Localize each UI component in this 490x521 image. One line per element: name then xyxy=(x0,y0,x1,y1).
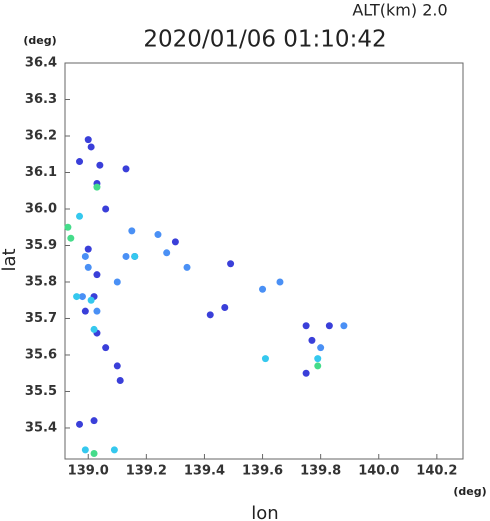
echo-point xyxy=(221,304,229,312)
plot-frame xyxy=(64,62,464,460)
echo-point xyxy=(84,245,92,253)
chart-title: 2020/01/06 01:10:42 xyxy=(143,27,386,53)
y-tick-label: 35.4 xyxy=(25,420,57,435)
y-tick-label: 36.3 xyxy=(25,92,57,107)
echo-point xyxy=(78,293,86,301)
echo-point xyxy=(227,260,235,268)
echo-point xyxy=(122,165,130,173)
y-tick-label: 36.2 xyxy=(25,128,57,143)
echo-point xyxy=(90,450,98,458)
x-tick-label: 139.0 xyxy=(68,464,109,479)
echo-point xyxy=(90,417,98,425)
echo-point xyxy=(171,238,179,246)
altitude-label: ALT(km) 2.0 xyxy=(352,1,447,20)
echo-point xyxy=(84,136,92,144)
x-unit: (deg) xyxy=(453,485,486,498)
echo-point xyxy=(340,322,348,330)
echo-point xyxy=(93,307,101,315)
y-tick-label: 36.1 xyxy=(25,165,57,180)
echo-point xyxy=(76,212,84,220)
echo-point xyxy=(87,143,95,151)
x-tick-label: 139.2 xyxy=(126,464,167,479)
echo-point xyxy=(302,369,310,377)
echo-point xyxy=(325,322,333,330)
echo-point xyxy=(64,223,72,231)
echo-point xyxy=(96,161,104,169)
x-axis-label: lon xyxy=(251,503,278,521)
echo-point xyxy=(314,362,322,370)
echo-point xyxy=(81,252,89,260)
echo-point xyxy=(259,285,267,293)
echo-point xyxy=(73,293,81,301)
echo-point xyxy=(122,252,130,260)
echo-point xyxy=(308,336,316,344)
echo-point xyxy=(314,355,322,363)
echo-point xyxy=(131,252,139,260)
echo-point xyxy=(93,183,101,191)
echo-point xyxy=(116,377,124,385)
y-tick-label: 35.6 xyxy=(25,347,57,362)
echo-point xyxy=(90,325,98,333)
echo-point xyxy=(87,296,95,304)
y-tick-label: 35.8 xyxy=(25,274,57,289)
x-tick-label: 140.0 xyxy=(358,464,399,479)
y-tick-label: 35.9 xyxy=(25,238,57,253)
echo-point xyxy=(113,278,121,286)
echo-point xyxy=(67,234,75,242)
echo-point xyxy=(302,322,310,330)
echo-point xyxy=(113,362,121,370)
echo-point xyxy=(76,420,84,428)
y-tick-label: 36.4 xyxy=(25,56,57,71)
x-tick-label: 140.2 xyxy=(416,464,457,479)
echo-point xyxy=(76,158,84,166)
echo-point xyxy=(206,311,214,319)
y-unit: (deg) xyxy=(23,34,56,47)
echo-point xyxy=(163,249,171,257)
echo-point xyxy=(276,278,284,286)
y-axis-label: lat xyxy=(0,248,20,271)
x-tick-label: 139.6 xyxy=(242,464,283,479)
echo-point xyxy=(261,355,269,363)
echo-point xyxy=(102,205,110,213)
echo-point xyxy=(154,231,162,239)
echo-point xyxy=(110,446,118,454)
echo-point xyxy=(93,271,101,279)
y-tick-label: 36.0 xyxy=(25,201,57,216)
echo-point xyxy=(102,344,110,352)
echo-point xyxy=(81,446,89,454)
x-tick-label: 139.4 xyxy=(184,464,225,479)
echo-point xyxy=(84,263,92,271)
echo-point xyxy=(317,344,325,352)
y-tick-label: 35.7 xyxy=(25,311,57,326)
x-tick-label: 139.8 xyxy=(300,464,341,479)
echo-point xyxy=(183,263,191,271)
echo-point xyxy=(128,227,136,235)
y-tick-label: 35.5 xyxy=(25,384,57,399)
echo-point xyxy=(81,307,89,315)
